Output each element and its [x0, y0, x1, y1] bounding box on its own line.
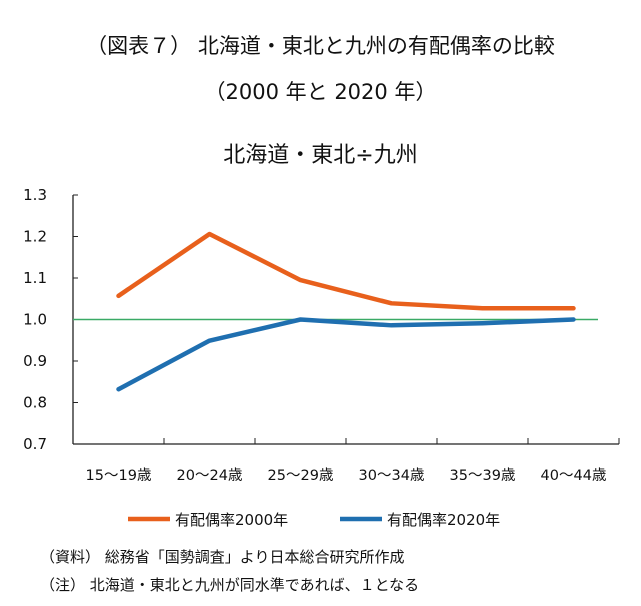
y-tick-label: 1.3: [23, 186, 47, 204]
y-tick-label: 1.1: [23, 269, 47, 287]
y-tick-label: 0.9: [23, 352, 47, 370]
chart-title: （図表７） 北海道・東北と九州の有配偶率の比較: [86, 34, 555, 58]
x-tick-label: 35～39歳: [450, 467, 516, 484]
y-tick-label: 0.8: [23, 394, 47, 412]
x-tick-label: 30～34歳: [359, 467, 425, 484]
x-tick-label: 15～19歳: [86, 467, 152, 484]
x-tick-label: 20～24歳: [177, 467, 243, 484]
series-line-2000: [116, 231, 576, 311]
y-tick-label: 1.0: [23, 311, 47, 329]
y-tick-label: 0.7: [23, 435, 47, 453]
source-note: （資料） 総務省「国勢調査」より日本総合研究所作成: [40, 548, 405, 566]
panel-title: 北海道・東北÷九州: [223, 143, 418, 168]
legend-label: 有配偶率2000年: [175, 511, 288, 529]
footnote: （注） 北海道・東北と九州が同水準であれば、１となる: [40, 576, 420, 594]
legend-label: 有配偶率2020年: [387, 511, 500, 529]
y-tick-label: 1.2: [23, 228, 47, 246]
chart-subtitle: （2000 年と 2020 年）: [204, 80, 437, 104]
series-line-2020: [116, 317, 576, 392]
x-tick-label: 40～44歳: [541, 467, 607, 484]
x-tick-label: 25～29歳: [268, 467, 334, 484]
